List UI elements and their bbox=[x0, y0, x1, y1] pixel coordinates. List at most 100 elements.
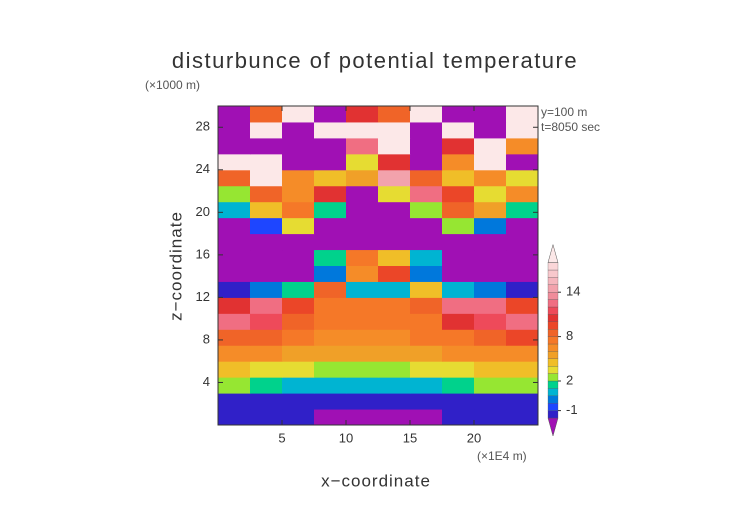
field-cell bbox=[346, 137, 379, 155]
field-cell bbox=[410, 106, 443, 123]
field-cell bbox=[442, 265, 475, 282]
field-cell bbox=[410, 217, 443, 235]
field-cell bbox=[410, 137, 443, 155]
field-cell bbox=[506, 265, 539, 282]
field-cell bbox=[474, 329, 507, 346]
field-cell bbox=[506, 153, 539, 171]
field-cell bbox=[218, 137, 251, 155]
field-cell bbox=[218, 106, 251, 123]
colorbar-label: 8 bbox=[566, 328, 573, 343]
field-cell bbox=[506, 361, 539, 378]
field-cell bbox=[250, 329, 283, 346]
field-cell bbox=[250, 153, 283, 171]
field-cell bbox=[442, 393, 475, 410]
field-cell bbox=[410, 313, 443, 330]
field-cell bbox=[346, 169, 379, 187]
field-cell bbox=[282, 409, 315, 426]
field-cell bbox=[314, 297, 347, 314]
field-cell bbox=[442, 185, 475, 203]
colorbar-box bbox=[547, 284, 559, 293]
field-cell bbox=[474, 201, 507, 219]
field-cell bbox=[506, 137, 539, 155]
field-cell bbox=[250, 106, 283, 123]
field-cell bbox=[218, 249, 251, 266]
field-cell bbox=[442, 361, 475, 378]
field-cell bbox=[442, 169, 475, 187]
field-cell bbox=[346, 217, 379, 235]
field-cell bbox=[218, 169, 251, 187]
field-cell bbox=[442, 137, 475, 155]
field-cell bbox=[442, 329, 475, 346]
field-cell bbox=[218, 121, 251, 139]
colorbar-box bbox=[547, 366, 559, 374]
field-cell bbox=[314, 185, 347, 203]
field-cell bbox=[282, 121, 315, 139]
field-cell bbox=[218, 313, 251, 330]
annotation: t=8050 sec bbox=[541, 120, 600, 134]
field-cell bbox=[218, 265, 251, 282]
field-cell bbox=[282, 233, 315, 251]
field-cell bbox=[314, 409, 347, 426]
field-cell bbox=[410, 409, 443, 426]
field-cell bbox=[250, 201, 283, 219]
field-cell bbox=[314, 377, 347, 394]
colorbar-box bbox=[547, 380, 559, 389]
field-cell bbox=[378, 361, 411, 378]
field-cell bbox=[474, 233, 507, 251]
field-cell bbox=[250, 233, 283, 251]
field-cell bbox=[218, 185, 251, 203]
field-cell bbox=[442, 345, 475, 362]
field-cell bbox=[282, 313, 315, 330]
field-cell bbox=[346, 265, 379, 282]
field-cell bbox=[474, 409, 507, 426]
field-cell bbox=[314, 153, 347, 171]
field-cell bbox=[346, 393, 379, 410]
field-cell bbox=[282, 201, 315, 219]
field-cell bbox=[506, 297, 539, 314]
field-cell bbox=[506, 106, 539, 123]
field-cell bbox=[282, 281, 315, 298]
field-cell bbox=[442, 121, 475, 139]
field-cell bbox=[506, 329, 539, 346]
field-cell bbox=[314, 345, 347, 362]
field-cell bbox=[314, 265, 347, 282]
field-cell bbox=[474, 106, 507, 123]
field-cell bbox=[442, 217, 475, 235]
field-cell bbox=[250, 217, 283, 235]
field-cell bbox=[442, 409, 475, 426]
field-cell bbox=[378, 217, 411, 235]
field-cell bbox=[506, 313, 539, 330]
x-tick-label: 10 bbox=[339, 430, 353, 445]
field-cell bbox=[346, 121, 379, 139]
field-cell bbox=[378, 137, 411, 155]
field-cell bbox=[314, 106, 347, 123]
field-cell bbox=[474, 169, 507, 187]
field-cell bbox=[378, 329, 411, 346]
field-cell bbox=[282, 153, 315, 171]
field-cell bbox=[314, 233, 347, 251]
field-cell bbox=[378, 153, 411, 171]
y-axis-title: z−coordinate bbox=[166, 211, 185, 321]
colorbar-box bbox=[547, 410, 559, 419]
field-cell bbox=[474, 185, 507, 203]
field-cell bbox=[474, 377, 507, 394]
field-cell bbox=[346, 313, 379, 330]
colorbar-box bbox=[547, 373, 559, 382]
field-cell bbox=[410, 121, 443, 139]
field-cell bbox=[250, 249, 283, 266]
field-cell bbox=[378, 281, 411, 298]
field-cell bbox=[218, 217, 251, 235]
field-cell bbox=[474, 313, 507, 330]
field-cell bbox=[250, 169, 283, 187]
colorbar-label: -1 bbox=[566, 402, 578, 417]
field-cell bbox=[250, 409, 283, 426]
field-cell bbox=[346, 297, 379, 314]
field-cell bbox=[282, 137, 315, 155]
field-cell bbox=[474, 137, 507, 155]
field-cell bbox=[442, 377, 475, 394]
field-cell bbox=[378, 345, 411, 362]
field-cell bbox=[218, 153, 251, 171]
field-cell bbox=[346, 185, 379, 203]
field-cell bbox=[282, 393, 315, 410]
colorbar-triangle bbox=[547, 417, 559, 437]
